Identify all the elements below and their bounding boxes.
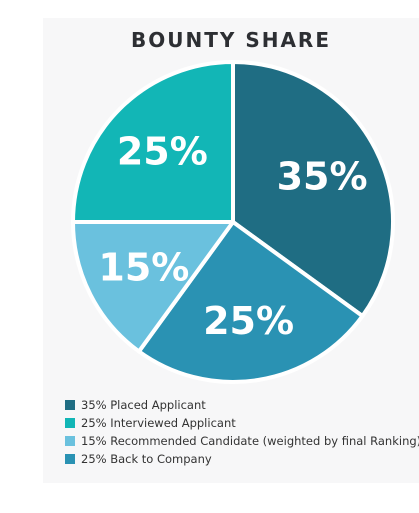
chart-legend: 35% Placed Applicant 25% Interviewed Appl…: [65, 396, 419, 468]
legend-swatch: [65, 436, 75, 446]
legend-item: 15% Recommended Candidate (weighted by f…: [65, 432, 419, 450]
legend-swatch: [65, 400, 75, 410]
legend-label: 35% Placed Applicant: [81, 398, 206, 412]
legend-item: 25% Interviewed Applicant: [65, 414, 419, 432]
legend-item: 35% Placed Applicant: [65, 396, 419, 414]
pie-slice-3: [71, 60, 235, 224]
pie-slices: [71, 60, 395, 384]
legend-label: 15% Recommended Candidate (weighted by f…: [81, 434, 419, 448]
pie-slice-label-2: 15%: [98, 245, 189, 289]
legend-label: 25% Interviewed Applicant: [81, 416, 236, 430]
chart-title: BOUNTY SHARE: [131, 28, 331, 52]
legend-swatch: [65, 454, 75, 464]
pie-slice-2: [71, 220, 235, 354]
legend-label: 25% Back to Company: [81, 452, 212, 466]
legend-swatch: [65, 418, 75, 428]
pie-slice-0: [231, 60, 395, 319]
pie-slice-labels: 35% 25% 15% 25%: [98, 129, 367, 342]
pie-slice-label-3: 25%: [117, 129, 208, 173]
pie-slice-label-0: 35%: [277, 155, 368, 199]
pie-slice-1: [136, 220, 365, 384]
legend-item: 25% Back to Company: [65, 450, 419, 468]
pie-slice-label-1: 25%: [203, 299, 294, 343]
